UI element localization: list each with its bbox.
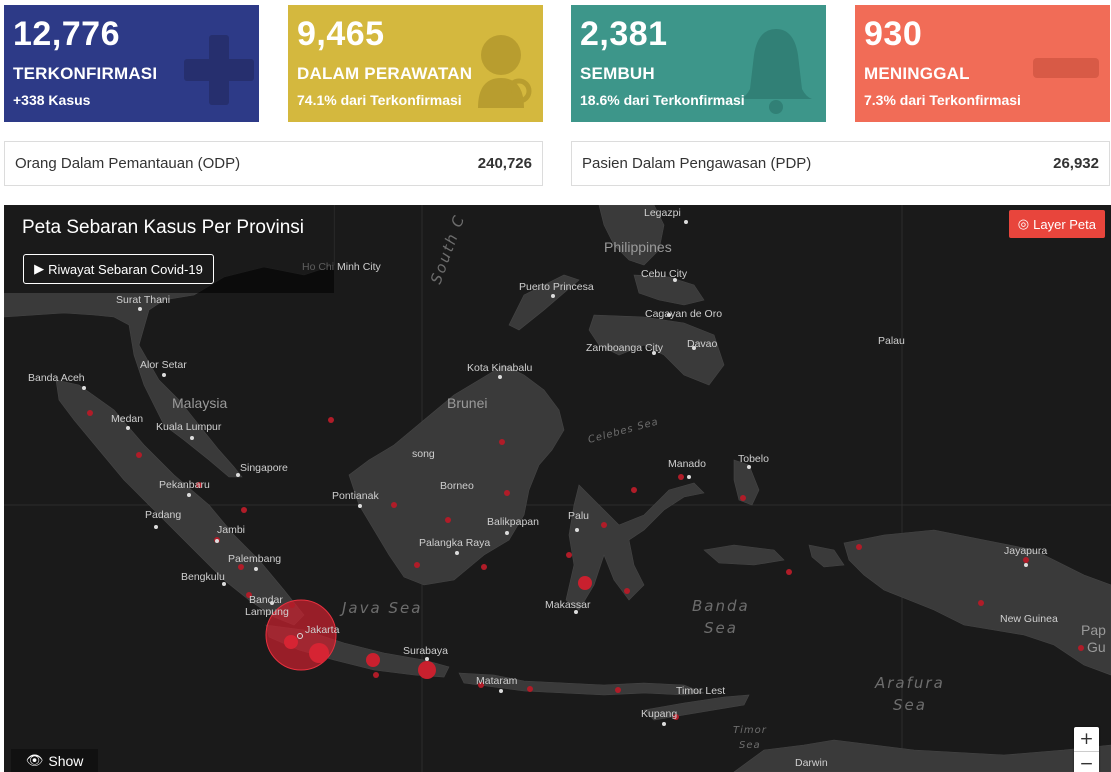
label-palu: Palu	[568, 510, 589, 522]
label-pekanbaru: Pekanbaru	[159, 479, 210, 491]
label-davao: Davao	[687, 338, 718, 350]
label-timor-sea-1: Timor	[733, 725, 767, 736]
label-arafura-2: Sea	[893, 696, 927, 714]
show-button[interactable]: 👁 Show	[11, 749, 98, 772]
label-celebes-sea: Celebes Sea	[587, 416, 660, 445]
label-makassar: Makassar	[545, 599, 591, 611]
treated-card: 9,465 DALAM PERAWATAN 74.1% dari Terkonf…	[288, 5, 543, 122]
label-brunei: Brunei	[447, 395, 487, 411]
label-banda-sea-2: Sea	[704, 619, 738, 637]
label-balikpapan: Balikpapan	[487, 516, 539, 528]
deaths-value: 930	[864, 15, 923, 53]
label-java-sea: Java Sea	[339, 599, 422, 617]
pdp-row: Pasien Dalam Pengawasan (PDP) 26,932	[571, 141, 1110, 186]
confirmed-sub: +338 Kasus	[13, 92, 91, 108]
label-darwin: Darwin	[795, 757, 828, 769]
label-timor-sea-2: Sea	[739, 740, 761, 751]
label-new-guinea: New Guinea	[1000, 613, 1058, 625]
label-bandar: Bandar	[249, 594, 283, 606]
treated-value: 9,465	[297, 15, 385, 53]
label-surabaya: Surabaya	[403, 645, 448, 657]
map-header-panel: Peta Sebaran Kasus Per Provinsi ▶ Riwaya…	[4, 205, 334, 293]
label-kupang: Kupang	[641, 708, 677, 720]
zoom-control: + −	[1074, 727, 1099, 772]
label-pontianak: Pontianak	[332, 490, 379, 502]
label-singapore: Singapore	[240, 462, 288, 474]
label-palau: Palau	[878, 335, 905, 347]
label-song: song	[412, 448, 435, 460]
deaths-sub: 7.3% dari Terkonfirmasi	[864, 92, 1021, 108]
bar-icon	[1033, 58, 1099, 78]
deaths-label: MENINGGAL	[864, 64, 970, 83]
label-banda-aceh: Banda Aceh	[28, 372, 85, 384]
label-philippines: Philippines	[604, 239, 672, 255]
recovered-sub: 18.6% dari Terkonfirmasi	[580, 92, 745, 108]
label-alor-setar: Alor Setar	[140, 359, 187, 371]
map-title: Peta Sebaran Kasus Per Provinsi	[22, 217, 304, 238]
deaths-card: 930 MENINGGAL 7.3% dari Terkonfirmasi	[855, 5, 1110, 122]
label-tobelo: Tobelo	[738, 453, 769, 465]
bell-icon	[740, 29, 812, 114]
pdp-value: 26,932	[1053, 155, 1099, 172]
treated-label: DALAM PERAWATAN	[297, 64, 473, 83]
label-arafura-1: Arafura	[874, 674, 945, 692]
target-icon: ◎	[1017, 216, 1030, 231]
label-legazpi: Legazpi	[644, 207, 681, 219]
confirmed-label: TERKONFIRMASI	[13, 64, 158, 83]
confirmed-value: 12,776	[13, 15, 120, 53]
label-banda-sea-1: Banda	[692, 597, 750, 615]
label-timor-leste: Timor Lest	[676, 685, 725, 697]
layer-button[interactable]: ◎ Layer Peta	[1008, 210, 1105, 238]
odp-row: Orang Dalam Pemantauan (ODP) 240,726	[4, 141, 543, 186]
label-jayapura: Jayapura	[1004, 545, 1047, 557]
odp-label: Orang Dalam Pemantauan (ODP)	[15, 155, 241, 172]
layer-button-label: Layer Peta	[1033, 216, 1096, 232]
history-button-label: Riwayat Sebaran Covid-19	[48, 261, 203, 277]
eye-icon: 👁	[25, 752, 44, 768]
label-kota-kinabalu: Kota Kinabalu	[467, 362, 533, 374]
label-surat-thani: Surat Thani	[116, 294, 170, 306]
label-mataram: Mataram	[476, 675, 518, 687]
patient-icon	[478, 35, 532, 108]
label-papua-1: Pap	[1081, 622, 1106, 638]
distribution-map[interactable]: Legazpi Philippines Ho Chi Minh City Sur…	[4, 205, 1111, 772]
label-borneo: Borneo	[440, 480, 474, 492]
recovered-card: 2,381 SEMBUH 18.6% dari Terkonfirmasi	[571, 5, 826, 122]
label-puerto-princesa: Puerto Princesa	[519, 281, 594, 293]
zoom-out-button[interactable]: −	[1074, 751, 1099, 772]
label-south-china-sea: South C	[427, 212, 469, 287]
play-icon: ▶	[34, 261, 45, 276]
history-button[interactable]: ▶ Riwayat Sebaran Covid-19	[23, 254, 214, 284]
label-papua-2: Gu	[1087, 639, 1106, 655]
label-lampung: Lampung	[245, 606, 289, 618]
treated-sub: 74.1% dari Terkonfirmasi	[297, 92, 462, 108]
confirmed-card: 12,776 TERKONFIRMASI +338 Kasus	[4, 5, 259, 122]
label-bengkulu: Bengkulu	[181, 571, 225, 583]
label-kuala-lumpur: Kuala Lumpur	[156, 421, 222, 433]
label-malaysia: Malaysia	[172, 395, 227, 411]
label-palembang: Palembang	[228, 553, 281, 565]
show-button-label: Show	[48, 752, 84, 769]
label-cagayan: Cagayan de Oro	[645, 308, 722, 320]
label-cebu: Cebu City	[641, 268, 688, 280]
odp-value: 240,726	[477, 155, 532, 172]
label-padang: Padang	[145, 509, 181, 521]
recovered-value: 2,381	[580, 15, 668, 53]
pdp-label: Pasien Dalam Pengawasan (PDP)	[582, 155, 812, 172]
label-palangka-raya: Palangka Raya	[419, 537, 490, 549]
label-jakarta: Jakarta	[305, 624, 340, 636]
plus-icon	[184, 35, 254, 105]
recovered-label: SEMBUH	[580, 64, 655, 83]
zoom-in-button[interactable]: +	[1079, 729, 1094, 749]
label-medan: Medan	[111, 413, 143, 425]
label-zamboanga: Zamboanga City	[586, 342, 664, 354]
label-jambi: Jambi	[217, 524, 245, 536]
label-manado: Manado	[668, 458, 706, 470]
